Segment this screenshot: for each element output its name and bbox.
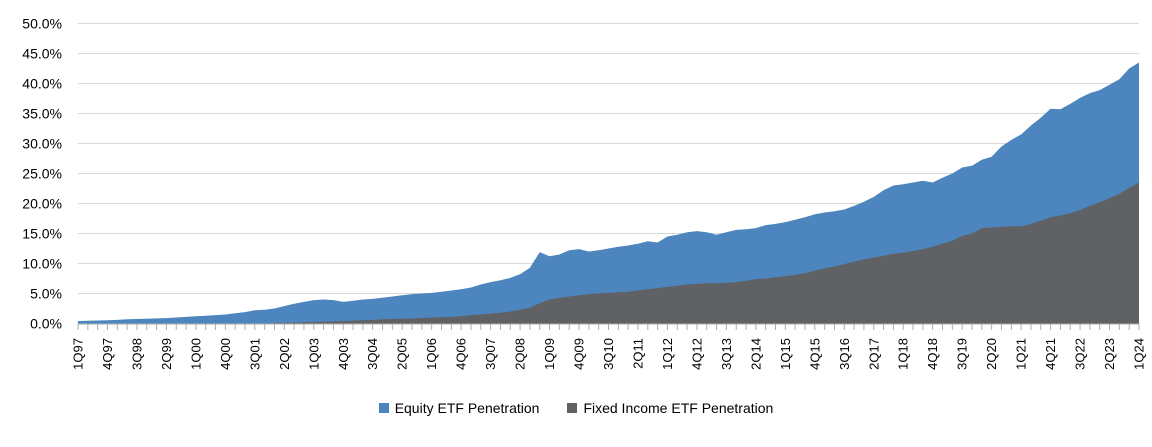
y-tick-label: 5.0% xyxy=(30,286,62,302)
x-tick-label: 1Q06 xyxy=(424,338,439,370)
x-tick-label: 2Q11 xyxy=(630,338,645,369)
x-tick-label: 4Q97 xyxy=(100,338,115,370)
x-tick-label: 4Q00 xyxy=(218,338,233,370)
y-tick-label: 45.0% xyxy=(22,46,62,62)
y-tick-label: 15.0% xyxy=(22,226,62,242)
area-fixed-income-etf-penetration xyxy=(78,182,1139,324)
x-tick-label: 1Q12 xyxy=(660,338,675,370)
chart-legend: Equity ETF Penetration Fixed Income ETF … xyxy=(0,400,1152,416)
x-tick-label: 1Q97 xyxy=(71,338,86,370)
y-tick-label: 25.0% xyxy=(22,166,62,182)
x-tick-label: 3Q22 xyxy=(1073,338,1088,370)
legend-label-fixed-income: Fixed Income ETF Penetration xyxy=(583,400,774,416)
plot-area: 0.0% 5.0% 10.0% 15.0% 20.0% 25.0% 30.0% 35.0% 40… xyxy=(22,16,1147,370)
x-tick-label: 4Q06 xyxy=(454,338,469,370)
x-tick-label: 2Q17 xyxy=(866,338,881,370)
x-tick-label: 2Q99 xyxy=(159,338,174,370)
y-tick-label: 50.0% xyxy=(22,16,62,32)
x-tick-label: 4Q12 xyxy=(689,338,704,370)
x-tick-label: 1Q24 xyxy=(1132,338,1147,370)
x-tick-label: 4Q21 xyxy=(1043,338,1058,370)
x-tick-label: 1Q15 xyxy=(778,338,793,370)
x-tick-label: 1Q21 xyxy=(1014,338,1029,370)
x-tick-label: 2Q02 xyxy=(277,338,292,370)
x-tick-label: 3Q19 xyxy=(955,338,970,370)
legend-item-equity: Equity ETF Penetration xyxy=(378,400,540,416)
x-tick-label: 4Q15 xyxy=(807,338,822,370)
fixed-income-series-swatch-icon xyxy=(567,403,578,413)
x-tick-label: 4Q03 xyxy=(336,338,351,370)
x-tick-label: 4Q18 xyxy=(925,338,940,370)
y-tick-label: 30.0% xyxy=(22,136,62,152)
x-tick-label: 4Q09 xyxy=(572,338,587,370)
y-tick-label: 40.0% xyxy=(22,76,62,92)
x-tick-label: 1Q09 xyxy=(542,338,557,370)
y-tick-label: 0.0% xyxy=(30,316,62,332)
equity-series-swatch-icon xyxy=(378,403,389,413)
x-tick-label: 2Q20 xyxy=(984,338,999,370)
x-tick-label: 2Q08 xyxy=(513,338,528,370)
x-tick-label: 2Q14 xyxy=(748,338,763,370)
x-tick-label: 2Q05 xyxy=(395,338,410,370)
y-tick-label: 20.0% xyxy=(22,196,62,212)
x-tick-label: 3Q16 xyxy=(837,338,852,370)
legend-item-fixed-income: Fixed Income ETF Penetration xyxy=(567,400,773,416)
x-tick-label: 3Q10 xyxy=(601,338,616,370)
x-tick-label: 3Q13 xyxy=(719,338,734,370)
x-tick-label: 1Q00 xyxy=(188,338,203,370)
x-tick-label: 1Q03 xyxy=(306,338,321,370)
y-tick-label: 10.0% xyxy=(22,256,62,272)
x-tick-label: 3Q98 xyxy=(129,338,144,370)
x-tick-label: 3Q04 xyxy=(365,338,380,370)
x-tick-label: 3Q07 xyxy=(483,338,498,370)
x-tick-label: 2Q23 xyxy=(1102,338,1117,370)
x-tick-label: 3Q01 xyxy=(247,338,262,370)
y-tick-label: 35.0% xyxy=(22,106,62,122)
x-tick-label: 1Q18 xyxy=(896,338,911,370)
legend-label-equity: Equity ETF Penetration xyxy=(394,400,540,416)
